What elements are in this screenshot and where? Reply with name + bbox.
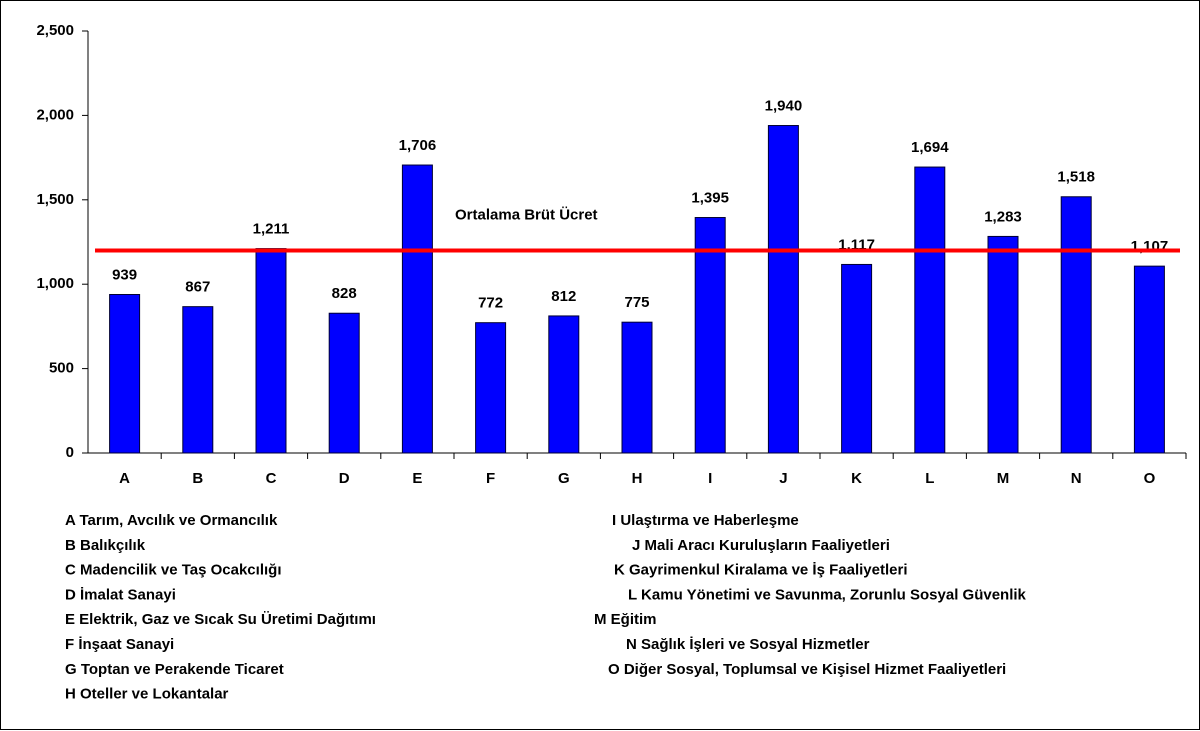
y-tick-label: 2,500 xyxy=(36,22,74,39)
bar xyxy=(841,263,873,454)
x-tick-label: K xyxy=(851,470,862,487)
data-label: 1,107 xyxy=(1131,238,1169,255)
bar xyxy=(548,315,580,454)
x-tick-label: L xyxy=(925,470,934,487)
data-label: 1,395 xyxy=(691,189,729,206)
data-label: 828 xyxy=(332,285,357,302)
data-label: 772 xyxy=(478,295,503,312)
legend-note: O Diğer Sosyal, Toplumsal ve Kişisel Hiz… xyxy=(608,661,1006,678)
legend-note: L Kamu Yönetimi ve Savunma, Zorunlu Sosy… xyxy=(628,586,1027,603)
legend-note: H Oteller ve Lokantalar xyxy=(65,686,229,703)
y-tick-label: 1,500 xyxy=(36,191,74,208)
data-label: 1,518 xyxy=(1057,169,1095,186)
x-tick-label: G xyxy=(558,470,570,487)
legend-note: A Tarım, Avcılık ve Ormancılık xyxy=(65,512,278,529)
legend-note: M Eğitim xyxy=(594,611,657,628)
bar xyxy=(1060,196,1092,454)
bar xyxy=(328,312,360,454)
legend-note: I Ulaştırma ve Haberleşme xyxy=(612,512,799,529)
bar xyxy=(621,321,653,454)
bar xyxy=(182,306,214,454)
legend-note: E Elektrik, Gaz ve Sıcak Su Üretimi Dağı… xyxy=(65,611,376,628)
x-tick-label: D xyxy=(339,470,350,487)
bar xyxy=(255,248,287,454)
legend-note: D İmalat Sanayi xyxy=(65,586,176,603)
x-tick-label: A xyxy=(119,470,130,487)
reference-label: Ortalama Brüt Ücret xyxy=(455,206,598,223)
data-label: 812 xyxy=(551,288,576,305)
legend-note: J Mali Aracı Kuruluşların Faaliyetleri xyxy=(632,537,890,554)
x-tick-label: B xyxy=(192,470,203,487)
bar xyxy=(987,235,1019,454)
data-label: 1,211 xyxy=(253,221,290,238)
bar xyxy=(694,217,726,454)
x-tick-label: I xyxy=(708,470,712,487)
legend-note: B Balıkçılık xyxy=(65,537,146,554)
legend-note: F İnşaat Sanayi xyxy=(65,636,174,653)
x-tick-label: F xyxy=(486,470,495,487)
legend-note: C Madencilik ve Taş Ocakcılığı xyxy=(65,562,281,579)
x-tick-label: O xyxy=(1144,470,1156,487)
x-tick-label: N xyxy=(1071,470,1082,487)
data-label: 867 xyxy=(185,279,210,296)
data-label: 939 xyxy=(112,266,137,283)
legend-note: K Gayrimenkul Kiralama ve İş Faaliyetler… xyxy=(614,562,907,579)
data-label: 1,694 xyxy=(911,139,949,156)
bar xyxy=(914,166,946,454)
bar xyxy=(767,125,799,454)
bar xyxy=(475,322,507,454)
bar xyxy=(109,293,141,454)
x-tick-label: E xyxy=(412,470,422,487)
data-label: 775 xyxy=(624,294,649,311)
y-tick-label: 0 xyxy=(66,444,74,461)
data-label: 1,283 xyxy=(984,208,1022,225)
bar xyxy=(1133,265,1165,454)
bar xyxy=(401,164,433,454)
legend-note: N Sağlık İşleri ve Sosyal Hizmetler xyxy=(626,636,870,653)
x-tick-label: M xyxy=(997,470,1010,487)
legend-note: G Toptan ve Perakende Ticaret xyxy=(65,661,284,678)
y-tick-label: 500 xyxy=(49,360,74,377)
y-tick-label: 1,000 xyxy=(36,275,74,292)
y-tick-label: 2,000 xyxy=(36,106,74,123)
data-label: 1,706 xyxy=(399,137,437,154)
x-tick-label: H xyxy=(632,470,643,487)
data-label: 1,940 xyxy=(765,97,803,114)
x-tick-label: C xyxy=(266,470,277,487)
x-tick-label: J xyxy=(779,470,787,487)
